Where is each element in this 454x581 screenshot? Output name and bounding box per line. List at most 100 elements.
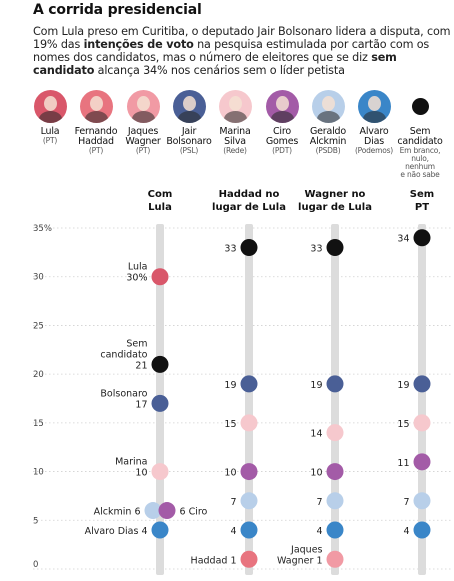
candidate-portrait-icon <box>218 90 252 123</box>
black-dot-icon <box>411 98 429 115</box>
y-tick-label: 25 <box>33 321 44 331</box>
legend-name: Marina Silva <box>219 126 251 147</box>
data-label: 21 <box>135 360 147 371</box>
column-track <box>418 224 426 575</box>
data-label: 14 <box>310 429 322 440</box>
legend-name: Jair Bolsonaro <box>166 126 212 147</box>
data-label: 15 <box>224 419 236 430</box>
data-point <box>240 492 258 510</box>
legend-item: Alvaro Dias (Podemos) <box>351 88 397 155</box>
legend-item: Geraldo Alckmin (PSDB) <box>305 88 351 155</box>
portrait-head <box>136 96 150 111</box>
scenario-header: Sem <box>410 189 434 200</box>
legend-party: (PT) <box>42 136 58 145</box>
legend-party: (PT) <box>135 146 151 155</box>
portrait-head <box>228 96 242 111</box>
data-point <box>413 375 431 393</box>
data-label: 19 <box>224 380 236 391</box>
intro-part-1: Com Lula preso em Curitiba, o deputado J… <box>33 25 451 51</box>
legend-name: Alvaro Dias <box>359 126 389 147</box>
y-tick-label: 10 <box>33 468 44 478</box>
data-label: 34 <box>397 234 409 245</box>
data-point <box>151 268 169 286</box>
data-label: Haddad 1 <box>191 555 237 566</box>
y-tick-label: 5 <box>33 516 38 526</box>
data-point <box>326 238 344 256</box>
data-label: Marina <box>115 457 147 468</box>
data-label: 10 <box>224 468 236 479</box>
legend-item: Marina Silva (Rede) <box>212 88 258 155</box>
legend-item: Jaques Wagner (PT) <box>120 88 166 155</box>
candidate-portrait-icon <box>172 90 206 123</box>
data-label: 7 <box>230 497 236 508</box>
portrait-head <box>43 96 57 111</box>
data-label: 10 <box>135 468 147 479</box>
data-label: Wagner 1 <box>277 555 322 566</box>
legend-item: Ciro Gomes (PDT) <box>259 88 305 155</box>
data-label: 7 <box>403 497 409 508</box>
candidate-portrait-icon <box>79 90 113 123</box>
portrait-head <box>321 96 335 111</box>
legend-party: Em branco, nulo, nenhum e não sabe <box>399 146 441 179</box>
data-point <box>151 394 169 412</box>
portrait-head <box>89 96 103 111</box>
legend-item: Jair Bolsonaro (PSL) <box>166 88 212 155</box>
scenario-header: lugar de Lula <box>212 202 286 213</box>
portrait-torso <box>223 111 247 123</box>
data-point <box>151 355 169 373</box>
y-tick-label: 30 <box>33 273 44 283</box>
data-point <box>240 550 258 568</box>
candidate-legend: Lula (PT) Fernando Haddad (PT) Jaques Wagner (P… <box>30 88 454 180</box>
legend-name: Fernando Haddad <box>74 126 118 147</box>
portrait-head <box>367 96 381 111</box>
legend-item: Lula (PT) <box>27 88 73 145</box>
data-label: 7 <box>316 497 322 508</box>
data-label: Lula <box>128 262 148 273</box>
data-point <box>240 414 258 432</box>
data-point <box>413 492 431 510</box>
data-label: 11 <box>397 458 409 469</box>
intro-part-2: na pesquisa estimulada por cartão com os… <box>33 38 430 64</box>
data-label: 17 <box>135 399 147 410</box>
y-tick-label: 0 <box>33 560 38 570</box>
legend-party: (PT) <box>88 146 104 155</box>
data-label: 33 <box>310 243 322 254</box>
candidate-portrait-icon <box>126 90 160 123</box>
portrait-torso <box>38 111 62 123</box>
data-point <box>326 375 344 393</box>
portrait-head <box>275 96 289 111</box>
data-point <box>413 414 431 432</box>
data-point <box>326 424 344 442</box>
data-label: Jaques <box>290 544 323 555</box>
data-label: 4 <box>316 526 322 537</box>
intro-bold-2: sem candidato <box>33 51 397 77</box>
scenario-header: Lula <box>148 202 172 213</box>
intro-bold-1: intenções de voto <box>83 38 194 51</box>
page-title: A corrida presidencial <box>33 2 202 18</box>
data-point <box>326 492 344 510</box>
portrait-torso <box>131 111 155 123</box>
portrait-head <box>182 96 196 111</box>
data-point <box>326 521 344 539</box>
legend-item: Fernando Haddad (PT) <box>73 88 119 155</box>
legend-name: Jaques Wagner <box>125 126 161 147</box>
data-point <box>151 521 169 539</box>
legend-name: Sem candidato <box>397 126 443 147</box>
legend-party: (PSL) <box>179 146 199 155</box>
data-label: Sem <box>126 338 147 349</box>
data-label: 10 <box>310 468 322 479</box>
data-label: Bolsonaro <box>100 388 147 399</box>
column-track <box>331 224 339 575</box>
candidate-portrait-icon <box>33 90 67 123</box>
data-label: 4 <box>403 526 409 537</box>
legend-party: (Rede) <box>223 146 247 155</box>
data-label: Alckmin 6 <box>94 507 141 518</box>
data-point <box>240 375 258 393</box>
intro-part-3: alcança 34% nos cenários sem o líder pet… <box>94 64 345 77</box>
data-point <box>240 521 258 539</box>
portrait-torso <box>362 111 386 123</box>
portrait-torso <box>84 111 108 123</box>
portrait-torso <box>177 111 201 123</box>
data-label: 15 <box>397 419 409 430</box>
scenario-header: PT <box>415 202 429 213</box>
